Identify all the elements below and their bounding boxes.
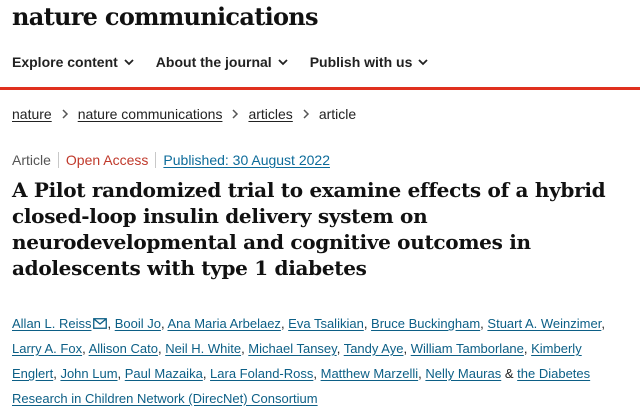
author-separator: ,	[241, 341, 249, 356]
author-separator: ,	[202, 366, 211, 381]
consortium-link[interactable]: the Diabetes Research in Children Networ…	[12, 366, 591, 406]
author-link[interactable]: Matthew Marzelli	[320, 366, 419, 381]
breadcrumb-current: article	[318, 106, 357, 122]
author-link[interactable]: Allan L. Reiss	[12, 316, 92, 331]
author-list: Allan L. Reiss, Booil Jo, Ana Maria Arbe…	[12, 311, 630, 411]
chevron-right-icon	[232, 109, 239, 119]
nav-explore-content-label: Explore content	[12, 54, 118, 70]
nav-about-journal-label: About the journal	[155, 54, 272, 70]
author-separator: ,	[480, 316, 488, 331]
breadcrumb-nature[interactable]: nature	[12, 106, 52, 122]
author-link[interactable]: Paul Mazaika	[124, 366, 203, 381]
open-access-badge: Open Access	[57, 152, 156, 168]
breadcrumb-nature-communications[interactable]: nature communications	[77, 106, 223, 122]
author-separator: ,	[523, 341, 532, 356]
nav-publish-with-us[interactable]: Publish with us	[310, 54, 429, 70]
author-link[interactable]: Larry A. Fox	[12, 341, 83, 356]
author-link[interactable]: Stuart A. Weinzimer	[487, 316, 602, 331]
article-title: A Pilot randomized trial to examine effe…	[12, 178, 606, 280]
author-separator: ,	[403, 341, 411, 356]
author-separator: ,	[313, 366, 321, 381]
author-link[interactable]: Nelly Mauras	[425, 366, 502, 381]
breadcrumb: nature nature communications articles ar…	[12, 106, 356, 122]
author-link[interactable]: Kimberly Englert	[12, 341, 582, 381]
author-separator: ,	[418, 366, 426, 381]
author-link[interactable]: Ana Maria Arbelaez	[167, 316, 281, 331]
header-divider	[0, 87, 640, 90]
author-separator: ,	[117, 366, 125, 381]
mail-icon[interactable]	[93, 318, 108, 329]
nav-about-journal[interactable]: About the journal	[156, 54, 288, 70]
article-meta: Article Open Access Published: 30 August…	[12, 152, 330, 168]
chevron-right-icon	[303, 109, 309, 119]
author-separator: ,	[601, 316, 605, 331]
author-link[interactable]: Neil H. White	[165, 341, 242, 356]
author-link[interactable]: Eva Tsalikian	[288, 316, 364, 331]
author-separator: ,	[157, 341, 166, 356]
author-link[interactable]: Tandy Aye	[343, 341, 404, 356]
author-link[interactable]: Bruce Buckingham	[371, 316, 481, 331]
chevron-down-icon	[418, 58, 428, 65]
author-separator: ,	[280, 316, 289, 331]
nav-explore-content[interactable]: Explore content	[12, 54, 134, 70]
author-separator: ,	[82, 341, 89, 356]
chevron-right-icon	[62, 109, 68, 119]
author-ampersand: &	[504, 366, 514, 381]
author-separator: ,	[336, 341, 344, 356]
author-separator: ,	[160, 316, 168, 331]
chevron-down-icon	[124, 58, 134, 65]
author-separator: ,	[107, 316, 115, 331]
author-separator: ,	[363, 316, 372, 331]
published-date[interactable]: Published: 30 August 2022	[155, 152, 330, 168]
main-nav: Explore content About the journal Publis…	[12, 54, 428, 70]
article-type: Article	[12, 152, 51, 168]
breadcrumb-articles[interactable]: articles	[248, 106, 293, 122]
site-logo[interactable]: nature communications	[12, 2, 319, 31]
author-link[interactable]: Booil Jo	[114, 316, 161, 331]
author-link[interactable]: Michael Tansey	[248, 341, 337, 356]
author-separator: ,	[53, 366, 61, 381]
author-link[interactable]: William Tamborlane	[410, 341, 524, 356]
author-link[interactable]: Lara Foland-Ross	[210, 366, 314, 381]
author-link[interactable]: John Lum	[60, 366, 118, 381]
nav-publish-with-us-label: Publish with us	[309, 54, 413, 70]
author-link[interactable]: Allison Cato	[88, 341, 158, 356]
chevron-down-icon	[278, 58, 288, 65]
